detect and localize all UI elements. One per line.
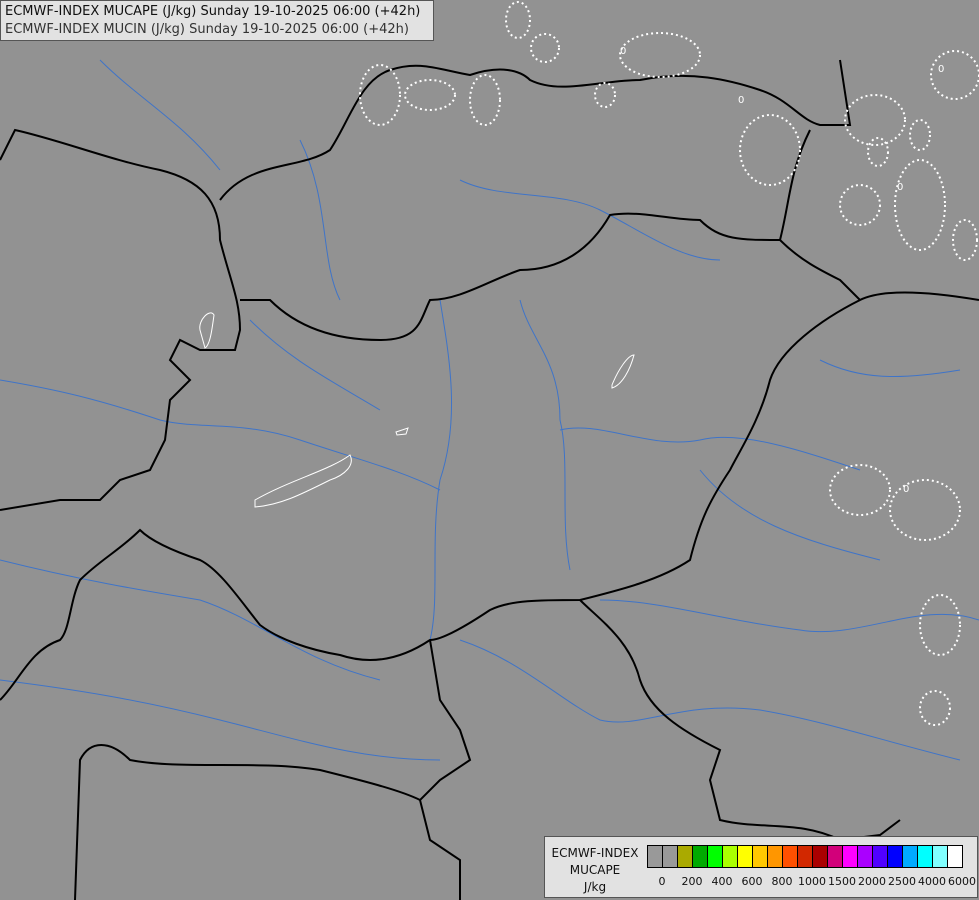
contour xyxy=(395,427,409,436)
contour-label: 0 xyxy=(897,182,903,193)
legend-swatch xyxy=(693,846,708,867)
contour xyxy=(199,312,215,349)
legend-tick-label: 400 xyxy=(711,875,733,888)
legend-swatch xyxy=(753,846,768,867)
legend-label: ECMWF-INDEX MUCAPE J/kg xyxy=(545,845,645,896)
contour xyxy=(404,79,456,111)
legend-line-source: ECMWF-INDEX xyxy=(551,846,639,860)
legend-swatch xyxy=(873,846,888,867)
legend-swatch xyxy=(678,846,693,867)
river xyxy=(0,379,441,491)
contour xyxy=(930,50,979,100)
river xyxy=(459,639,961,761)
river xyxy=(249,319,381,411)
legend-tick-label: 0 xyxy=(658,875,666,888)
legend-swatch xyxy=(813,846,828,867)
legend-tick-label: 2000 xyxy=(858,875,886,888)
border xyxy=(579,599,901,842)
mucin-contours xyxy=(359,1,979,726)
contour xyxy=(359,64,401,126)
contour-label: 0 xyxy=(938,64,944,75)
contour xyxy=(952,219,978,261)
legend-swatch xyxy=(843,846,858,867)
legend-swatch xyxy=(828,846,843,867)
contour xyxy=(844,94,906,146)
contour xyxy=(530,33,560,63)
legend-swatches xyxy=(647,845,963,868)
legend-swatch xyxy=(723,846,738,867)
border xyxy=(779,239,979,302)
legend-tick-label: 200 xyxy=(681,875,703,888)
legend-tick-label: 1500 xyxy=(828,875,856,888)
map-title: ECMWF-INDEX MUCAPE (J/kg) Sunday 19-10-2… xyxy=(0,0,434,41)
contour xyxy=(919,594,961,656)
river xyxy=(559,427,861,471)
legend-swatch xyxy=(783,846,798,867)
contour xyxy=(505,1,531,39)
border xyxy=(74,744,421,900)
contour xyxy=(909,119,931,151)
legend-swatch xyxy=(948,846,962,867)
legend-tick-label: 600 xyxy=(741,875,763,888)
contour-label: 0 xyxy=(738,95,744,106)
river xyxy=(819,359,961,378)
river xyxy=(429,299,453,641)
contour xyxy=(469,74,501,126)
mucin-solid-contours xyxy=(199,312,635,508)
contour xyxy=(619,32,701,78)
legend-swatch xyxy=(768,846,783,867)
color-legend: ECMWF-INDEX MUCAPE J/kg 0 200 400 600 800 100… xyxy=(544,836,978,898)
river xyxy=(299,139,341,301)
legend-swatch xyxy=(858,846,873,867)
title-mucape: ECMWF-INDEX MUCAPE (J/kg) Sunday 19-10-2… xyxy=(5,4,421,19)
legend-swatch xyxy=(708,846,723,867)
river xyxy=(0,559,381,681)
rivers xyxy=(0,59,979,761)
border xyxy=(219,59,852,201)
legend-tick-label: 1000 xyxy=(798,875,826,888)
legend-tick-label: 800 xyxy=(771,875,793,888)
legend-swatch xyxy=(918,846,933,867)
legend-tick-label: 6000 xyxy=(948,875,976,888)
legend-swatch xyxy=(648,846,663,867)
legend-swatch xyxy=(663,846,678,867)
legend-swatch xyxy=(903,846,918,867)
contour xyxy=(829,464,891,516)
legend-line-param: MUCAPE xyxy=(569,863,621,877)
legend-tick-label: 4000 xyxy=(918,875,946,888)
contour-label: 0 xyxy=(620,46,626,57)
legend-line-unit: J/kg xyxy=(583,880,607,894)
contour xyxy=(611,354,635,389)
contour xyxy=(254,454,352,508)
borders xyxy=(0,59,979,900)
border xyxy=(240,129,811,342)
contour xyxy=(739,114,801,186)
river xyxy=(599,599,979,633)
legend-swatch xyxy=(888,846,903,867)
contour xyxy=(894,159,946,251)
river xyxy=(699,469,881,561)
border xyxy=(418,639,472,900)
border xyxy=(0,128,242,511)
legend-swatch xyxy=(738,846,753,867)
border xyxy=(0,299,861,701)
river xyxy=(519,299,571,571)
river xyxy=(99,59,221,171)
contour xyxy=(919,690,951,726)
contour xyxy=(889,479,961,541)
contour-label: 0 xyxy=(903,484,909,495)
legend-swatch xyxy=(933,846,948,867)
contour xyxy=(839,184,881,226)
legend-tick-label: 2500 xyxy=(888,875,916,888)
title-mucin: ECMWF-INDEX MUCIN (J/kg) Sunday 19-10-20… xyxy=(5,22,409,37)
legend-swatch xyxy=(798,846,813,867)
river xyxy=(0,679,441,761)
river xyxy=(459,179,721,261)
contour xyxy=(867,137,889,167)
contour xyxy=(594,82,616,108)
